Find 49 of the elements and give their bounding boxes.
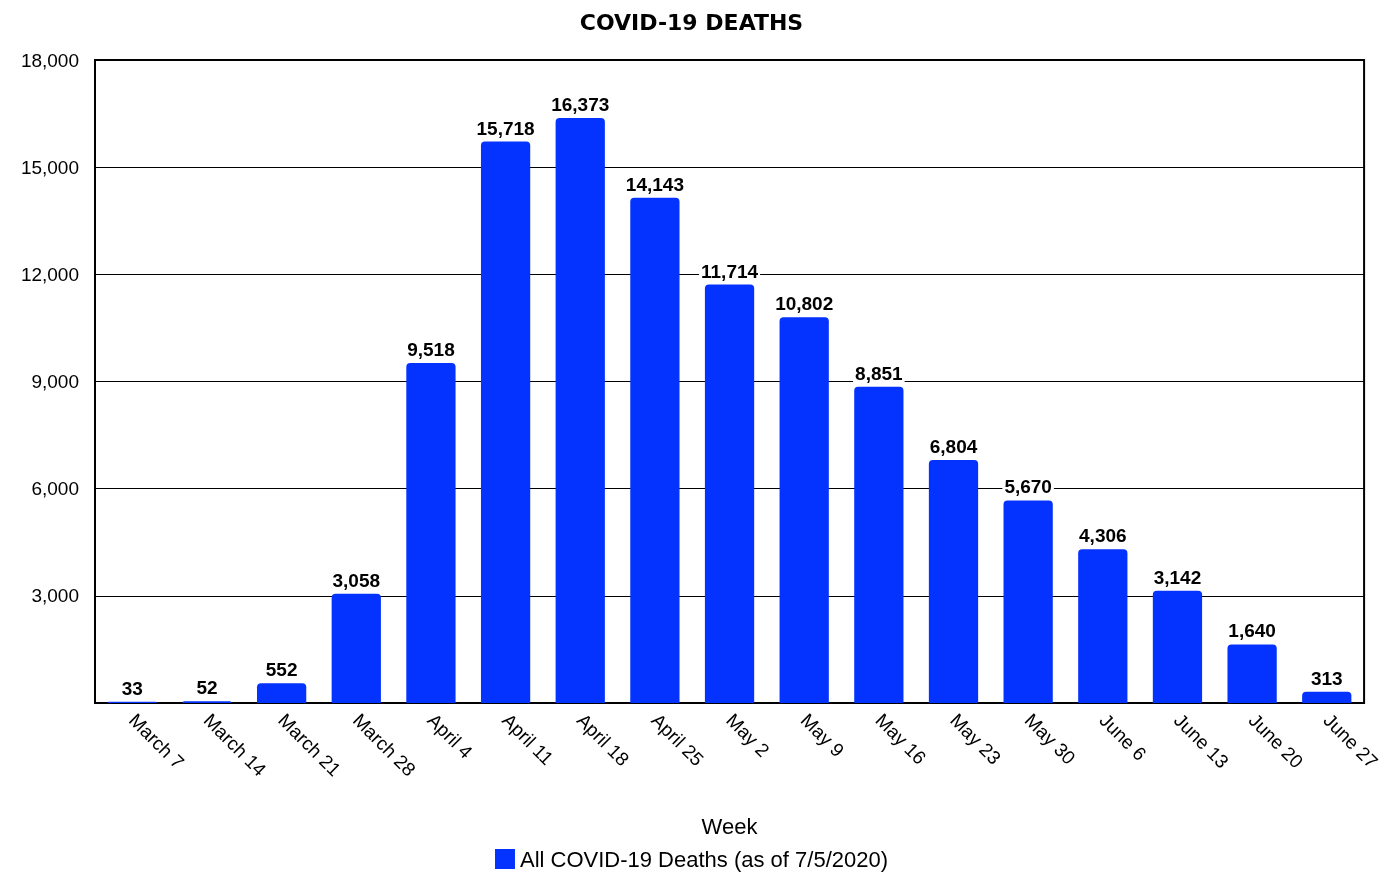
- data-label: 11,714: [701, 260, 759, 282]
- bar: [406, 363, 456, 703]
- bar: [331, 593, 381, 703]
- bar: [1003, 500, 1053, 703]
- data-label: 52: [196, 677, 218, 699]
- x-tick-label: May 23: [946, 709, 1005, 769]
- x-tick-label: May 2: [722, 709, 774, 761]
- bar: [779, 317, 829, 703]
- bar: [1302, 691, 1352, 703]
- bar: [1227, 644, 1277, 703]
- bar: [630, 197, 680, 703]
- legend-label: All COVID-19 Deaths (as of 7/5/2020): [519, 846, 889, 872]
- x-tick-label: April 4: [423, 709, 477, 763]
- data-label: 5,670: [1004, 476, 1052, 498]
- bar: [480, 141, 531, 703]
- data-label: 6,804: [929, 435, 978, 457]
- x-tick-label: May 30: [1020, 709, 1080, 769]
- x-tick-label: April 25: [647, 709, 708, 770]
- bar: [1152, 590, 1203, 703]
- data-label: 8,851: [855, 362, 904, 384]
- data-label: 3,058: [332, 569, 381, 591]
- data-label: 552: [265, 659, 298, 681]
- y-tick-label: 12,000: [20, 263, 79, 285]
- data-label: 4,306: [1079, 525, 1127, 547]
- data-label: 9,518: [407, 339, 455, 360]
- x-axis-title: Week: [701, 813, 759, 839]
- data-label: 3,142: [1153, 566, 1202, 588]
- data-label: 14,143: [625, 173, 684, 195]
- x-tick-label: April 18: [572, 709, 634, 770]
- data-label: 1,640: [1228, 620, 1276, 642]
- y-tick-label: 18,000: [20, 49, 79, 71]
- bar: [854, 386, 904, 703]
- data-label: 10,802: [775, 293, 834, 315]
- bar: [1078, 549, 1128, 703]
- data-label: 15,718: [476, 117, 535, 139]
- chart-title: COVID-19 DEATHS: [579, 9, 804, 35]
- data-label: 313: [1310, 667, 1343, 689]
- data-label: 16,373: [551, 94, 610, 116]
- bar: [257, 683, 307, 703]
- y-tick-label: 3,000: [31, 585, 79, 607]
- y-tick-label: 9,000: [31, 371, 79, 392]
- bar: [704, 284, 755, 703]
- y-tick-label: 6,000: [31, 478, 79, 500]
- y-tick-label: 15,000: [20, 156, 79, 178]
- bar: [555, 118, 605, 703]
- bar: [928, 459, 979, 703]
- data-label: 33: [121, 677, 143, 699]
- x-tick-label: May 9: [796, 709, 849, 761]
- x-tick-label: April 11: [498, 709, 558, 769]
